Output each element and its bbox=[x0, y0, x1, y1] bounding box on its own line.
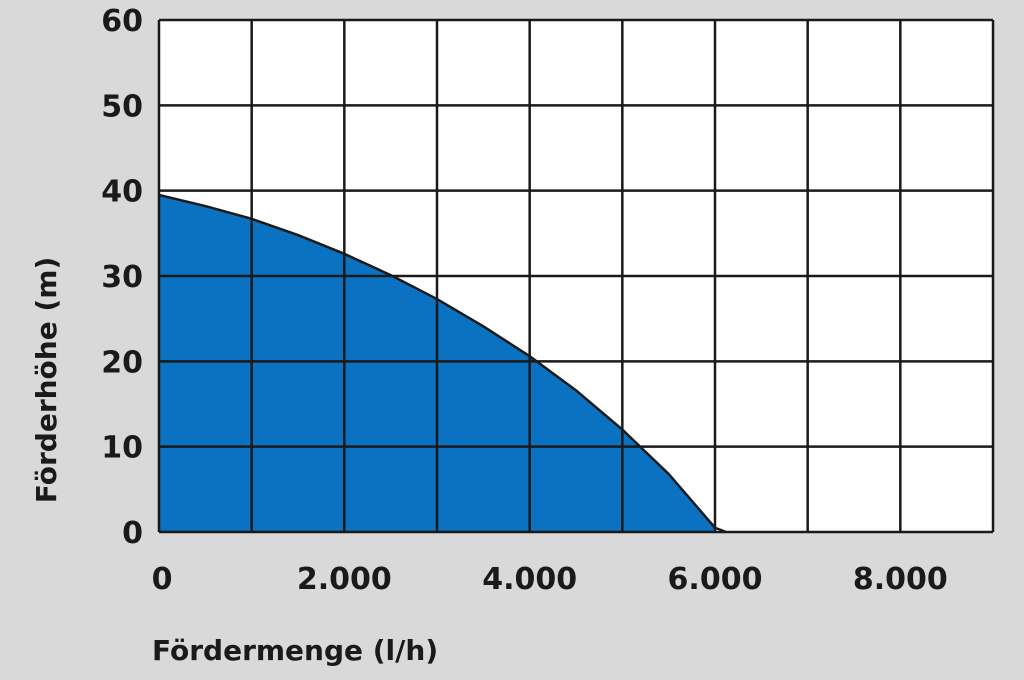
x-tick-label: 2.000 bbox=[297, 562, 392, 597]
y-tick-label: 30 bbox=[101, 260, 143, 295]
y-tick-label: 40 bbox=[101, 175, 143, 210]
x-tick-label: 8.000 bbox=[853, 562, 948, 597]
grid-layer bbox=[157, 18, 995, 534]
tick-label-layer: 0 10 20 30 40 50 60 0 2.000 4.000 6.000 8.000 bbox=[101, 4, 948, 597]
x-tick-label: 6.000 bbox=[668, 562, 763, 597]
y-tick-label: 0 bbox=[122, 516, 143, 551]
y-tick-label: 20 bbox=[101, 345, 143, 380]
y-axis-title: Förderhöhe (m) bbox=[30, 257, 63, 504]
x-tick-label: 4.000 bbox=[482, 562, 577, 597]
x-tick-label: 0 bbox=[152, 562, 173, 597]
performance-curve-line bbox=[158, 193, 727, 534]
x-axis-title: Fördermenge (l/h) bbox=[152, 634, 438, 667]
y-tick-label: 10 bbox=[101, 431, 143, 466]
y-tick-label: 50 bbox=[101, 89, 143, 124]
y-tick-label: 60 bbox=[101, 4, 143, 39]
